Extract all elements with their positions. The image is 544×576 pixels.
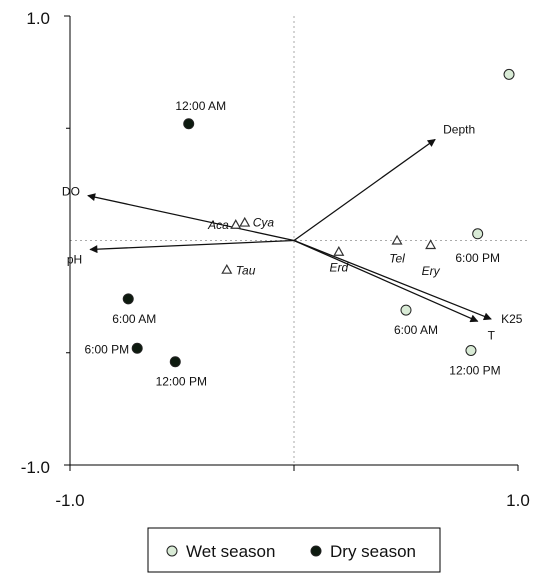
wet-season-point-label-2: 6:00 AM bbox=[394, 323, 438, 337]
environmental-vectors: Depth DO pH K25 T bbox=[62, 122, 523, 342]
vector-depth bbox=[293, 138, 436, 242]
species-label-erd: Erd bbox=[329, 261, 348, 275]
species-marker-aca bbox=[230, 219, 242, 229]
wet-season-point-label-3: 12:00 PM bbox=[449, 364, 500, 378]
legend-box bbox=[147, 527, 441, 573]
wet-season-point-3 bbox=[465, 345, 477, 357]
vector-label-ph: pH bbox=[67, 252, 82, 266]
species-label-cya: Cya bbox=[253, 216, 275, 230]
x-tick-label-right: 1.0 bbox=[506, 491, 530, 510]
dry-season-point-label-3: 12:00 PM bbox=[156, 375, 207, 389]
vector-ph bbox=[89, 239, 295, 254]
sample-points: 6:00 PM 6:00 AM 12:00 PM 12:00 AM 6:00 AM 6:0… bbox=[84, 68, 515, 389]
dry-season-point-label-2: 6:00 PM bbox=[84, 342, 129, 356]
vector-k25 bbox=[293, 239, 492, 321]
dry-season-point-1 bbox=[122, 293, 134, 305]
species-label-tel: Tel bbox=[389, 252, 405, 266]
wet-season-point-1 bbox=[472, 228, 484, 240]
legend-wet-marker bbox=[166, 545, 178, 557]
species-label-ery: Ery bbox=[422, 264, 441, 278]
dry-season-point-2 bbox=[131, 342, 143, 354]
y-tick-label-bottom: -1.0 bbox=[21, 458, 50, 477]
vector-label-k25: K25 bbox=[501, 312, 523, 326]
vector-t bbox=[293, 239, 479, 323]
vector-label-do: DO bbox=[62, 185, 80, 199]
legend-dry-label: Dry season bbox=[330, 542, 416, 561]
reference-lines bbox=[70, 16, 528, 465]
wet-season-point-2 bbox=[400, 304, 412, 316]
species-label-tau: Tau bbox=[236, 264, 256, 278]
dry-season-point-label-1: 6:00 AM bbox=[112, 312, 156, 326]
species-marker-erd bbox=[333, 246, 345, 256]
species-marker-cya bbox=[239, 216, 251, 227]
species-markers: Aca Cya Tau Erd Tel Ery bbox=[207, 216, 441, 278]
wet-season-point-label-1: 6:00 PM bbox=[455, 251, 500, 265]
species-marker-tel bbox=[391, 234, 403, 245]
wet-season-point-0 bbox=[503, 68, 515, 80]
species-label-aca: Aca bbox=[207, 218, 229, 232]
vector-label-depth: Depth bbox=[443, 122, 475, 136]
legend-wet-label: Wet season bbox=[186, 542, 275, 561]
dry-season-point-3 bbox=[169, 356, 181, 368]
vector-label-t: T bbox=[488, 328, 496, 342]
dry-season-point-0 bbox=[183, 118, 195, 130]
axes: 1.0 -1.0 -1.0 1.0 bbox=[21, 9, 530, 510]
species-marker-tau bbox=[221, 263, 233, 274]
dry-season-point-label-0: 12:00 AM bbox=[175, 99, 226, 113]
vector-do bbox=[87, 193, 295, 242]
legend: Wet season Dry season bbox=[147, 527, 441, 573]
y-tick-label-top: 1.0 bbox=[26, 9, 50, 28]
species-marker-ery bbox=[425, 239, 437, 250]
legend-dry-marker bbox=[310, 545, 322, 557]
x-tick-label-left: -1.0 bbox=[55, 491, 84, 510]
